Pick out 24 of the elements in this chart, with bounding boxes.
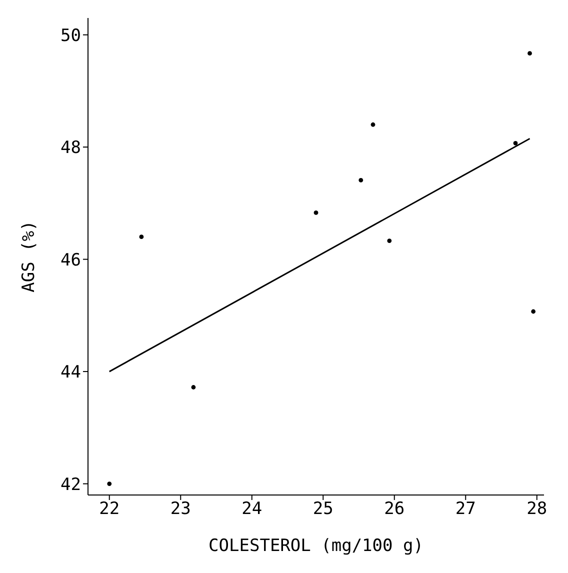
point xyxy=(513,140,518,146)
x-tick-label: 28 xyxy=(526,499,548,520)
y-tick-label: 50 xyxy=(60,26,81,46)
point xyxy=(139,234,144,240)
x-tick-label: 24 xyxy=(242,499,262,520)
point xyxy=(107,482,112,486)
x-tick-label: 23 xyxy=(170,499,191,520)
x-tick-label: 27 xyxy=(455,499,476,520)
y-tick-label: 42 xyxy=(60,474,81,495)
x-axis-title: COLESTEROL (mg/100 g) xyxy=(208,536,424,556)
y-axis-title: AGS (%) xyxy=(19,220,40,292)
point xyxy=(314,210,318,215)
point xyxy=(528,51,532,56)
y-tick-label: 46 xyxy=(60,250,81,270)
x-tick-label: 25 xyxy=(312,499,334,520)
point xyxy=(191,385,196,390)
point xyxy=(370,122,376,127)
x-tick-label: 26 xyxy=(384,499,405,520)
y-tick-label: 48 xyxy=(60,138,81,158)
point xyxy=(387,238,392,243)
point xyxy=(358,178,364,182)
x-tick-label: 22 xyxy=(99,499,120,520)
point xyxy=(531,309,536,314)
y-tick-label: 44 xyxy=(60,362,81,383)
